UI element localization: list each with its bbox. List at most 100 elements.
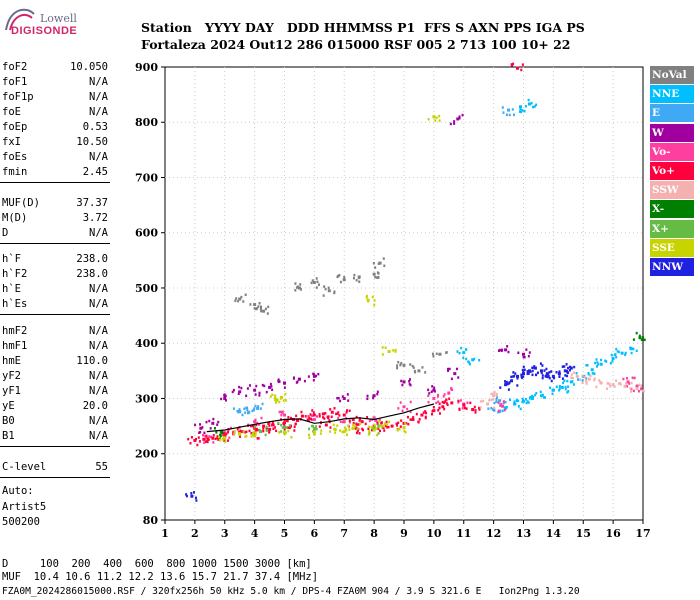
param-value: 55 [95,461,108,473]
data-point-nnw [533,366,537,370]
data-point-ssw [575,374,579,378]
data-point-vo [268,427,272,431]
legend-item-ssw: SSW [650,181,694,200]
data-echo [600,358,603,362]
param-hf: h`F 238.0 [2,252,108,266]
data-echo [615,379,618,382]
data-echo [461,407,464,410]
data-echo [460,346,463,350]
data-echo [250,431,253,435]
param-value: N/A [89,385,108,397]
data-echo [278,431,281,434]
data-echo [287,426,290,429]
data-echo [295,419,298,422]
data-echo [213,427,216,430]
data-echo [346,393,349,396]
data-echo [251,409,254,413]
x-tick-label: 5 [281,527,289,540]
data-echo [400,361,403,365]
data-echo [401,409,404,412]
data-echo [409,363,412,366]
data-echo [285,399,288,402]
data-echo [238,408,241,411]
data-echo [310,417,313,421]
data-echo [322,416,325,419]
data-echo [287,429,290,433]
data-echo [232,430,235,434]
data-echo [499,404,502,407]
data-echo [348,428,351,431]
data-point-nne [620,351,624,355]
data-echo [598,379,601,382]
data-point-vo [626,380,630,384]
data-echo [575,371,578,375]
data-echo [533,366,536,369]
data-point-ssw [611,383,615,387]
data-echo [348,420,351,424]
data-echo [265,425,268,429]
data-echo [553,376,556,380]
data-point-w [342,396,346,400]
data-echo [260,309,263,313]
data-echo [500,402,503,406]
param-fof1: foF1 N/A [2,75,108,89]
data-echo [379,424,382,428]
data-echo [367,299,370,303]
data-echo [396,424,399,427]
data-point-sse [342,430,346,434]
data-echo [539,362,542,365]
data-echo [274,395,277,399]
x-tick-label: 2 [191,527,199,540]
data-echo [299,288,302,291]
data-echo [378,420,381,423]
data-echo [199,430,202,434]
data-echo [366,397,369,401]
data-echo [233,430,236,433]
data-echo [294,422,297,426]
param-label: foF1p [2,91,34,103]
data-echo [381,346,384,349]
data-echo [453,122,456,125]
data-echo [614,353,617,356]
data-echo [505,380,508,384]
data-echo [223,434,226,437]
data-echo [517,399,520,403]
data-echo [223,393,226,396]
data-echo [487,407,490,410]
data-echo [608,382,611,386]
data-echo [252,424,255,427]
data-point-vo [324,423,328,427]
data-echo [281,426,284,429]
data-echo [246,387,249,390]
data-echo [341,430,344,434]
param-value: 0.53 [82,121,108,133]
data-echo [199,423,202,426]
x-tick-label: 9 [400,527,408,540]
y-tick-label: 900 [135,61,158,74]
data-echo [551,388,554,392]
data-echo [221,437,224,440]
param-he: h`E N/A [2,282,108,296]
data-point-vo [501,404,505,408]
data-echo [473,357,476,361]
data-echo [463,404,466,407]
param-value: N/A [89,283,108,295]
auto-artist: Artist5 [2,501,47,513]
param-value: 3.72 [82,212,108,224]
data-echo [548,371,551,374]
data-echo [458,116,461,120]
data-echo [287,416,290,419]
data-echo [246,408,249,412]
data-echo [469,401,472,405]
data-echo [504,400,507,404]
data-echo [447,392,450,395]
data-echo [356,427,359,431]
data-echo [503,408,506,412]
data-echo [630,346,633,350]
data-echo [341,420,344,424]
y-tick-label: 300 [135,392,158,405]
data-point-w [504,348,508,352]
header-labels: Station YYYY DAY DDD HHMMSS P1 FFS S AXN… [141,20,585,35]
data-echo [408,380,411,383]
legend-item-nne: NNE [650,85,694,104]
